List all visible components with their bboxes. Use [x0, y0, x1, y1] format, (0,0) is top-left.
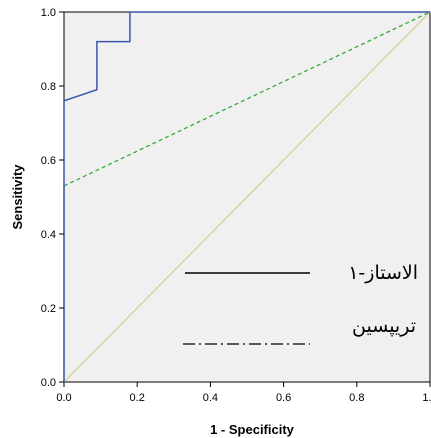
x-tick-label: 0.4 [203, 392, 218, 404]
legend-label-series-1: الاستاز-۱ [348, 262, 418, 284]
y-tick-label: 0.0 [41, 377, 56, 389]
legend-label-series-2: تریپسین [352, 315, 416, 337]
series-line-1 [63, 11, 430, 382]
y-tick-label: 1.0 [41, 7, 56, 19]
y-tick-label: 0.6 [41, 155, 56, 167]
y-tick-label: 0.4 [41, 229, 56, 241]
y-tick-label: 0.2 [41, 303, 56, 315]
x-axis-title: 1 - Specificity [210, 422, 295, 437]
x-tick-label: 1.0 [422, 392, 431, 404]
x-tick-label: 0.8 [349, 392, 364, 404]
y-axis-title: Sensitivity [10, 164, 25, 230]
series-layer [63, 11, 431, 383]
x-tick-label: 0.2 [130, 392, 145, 404]
x-tick-label: 0.0 [56, 392, 71, 404]
axes-layer: 0.0 0.2 0.4 0.6 0.8 1.0 0.0 0.2 0.4 0.6 0.8 1.0 [41, 7, 431, 404]
legend: الاستاز-۱ تریپسین [183, 262, 418, 345]
y-tick-label: 0.8 [41, 81, 56, 93]
series-line-3 [63, 11, 431, 383]
x-tick-label: 0.6 [276, 392, 291, 404]
